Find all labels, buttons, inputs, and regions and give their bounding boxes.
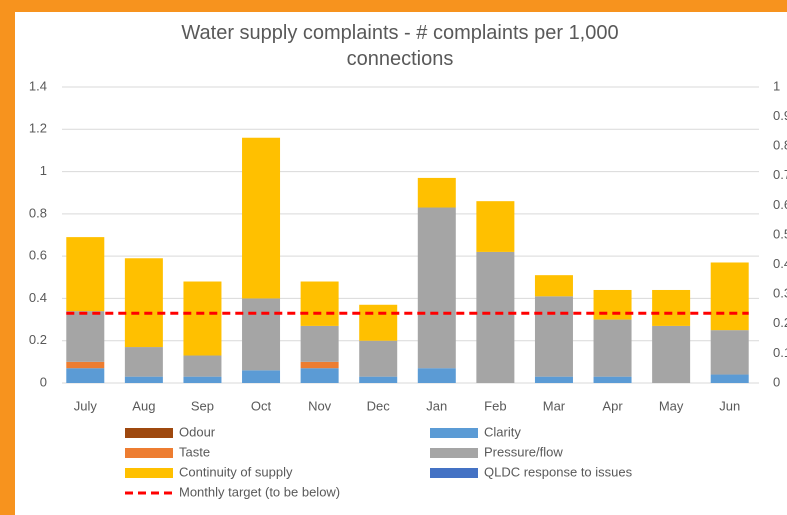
x-tick-label: Dec (367, 398, 391, 413)
bar-segment (593, 319, 632, 377)
legend-swatch (125, 428, 173, 438)
bar-segment (593, 289, 632, 320)
x-tick-label: Aug (132, 398, 155, 413)
bar-segment (359, 376, 398, 383)
bar-segment (66, 311, 105, 362)
legend-label: Taste (179, 444, 210, 459)
bar-segment (183, 355, 222, 377)
x-tick-label: Apr (602, 398, 623, 413)
bar-segment (242, 298, 281, 371)
bar-segment (652, 289, 691, 326)
y-tick-label: 0.8 (29, 205, 47, 220)
bar-segment (300, 368, 339, 383)
y-tick-label: 1.2 (29, 121, 47, 136)
y2-tick-label: 0.7 (773, 167, 787, 182)
bar-segment (66, 361, 105, 369)
bar-segment (300, 281, 339, 326)
bar-segment (242, 137, 281, 299)
y-tick-label: 0.2 (29, 332, 47, 347)
bar-segment (124, 258, 163, 348)
bar-segment (66, 237, 105, 312)
bar-segment (417, 177, 456, 208)
legend-label: QLDC response to issues (484, 464, 633, 479)
bar-segment (593, 376, 632, 383)
x-tick-label: July (74, 398, 98, 413)
legend-swatch (430, 448, 478, 458)
y2-tick-label: 0.6 (773, 197, 787, 212)
y2-tick-label: 0.4 (773, 256, 787, 271)
y-tick-label: 1 (40, 163, 47, 178)
legend-swatch (125, 448, 173, 458)
x-tick-label: May (659, 398, 684, 413)
bar-segment (534, 376, 573, 383)
bar-segment (710, 374, 749, 383)
bar-segment (476, 201, 515, 252)
y-tick-label: 0 (40, 374, 47, 389)
bar-segment (300, 325, 339, 362)
bar-segment (183, 376, 222, 383)
bar-segment (417, 368, 456, 383)
x-tick-label: Jun (719, 398, 740, 413)
y-tick-label: 0.4 (29, 290, 47, 305)
legend-swatch (430, 468, 478, 478)
bar-segment (66, 368, 105, 383)
bar-segment (183, 281, 222, 356)
bar-segment (476, 251, 515, 383)
bar-segment (359, 340, 398, 377)
y2-tick-label: 0.1 (773, 345, 787, 360)
y2-tick-label: 1 (773, 78, 780, 93)
bar-segment (124, 347, 163, 377)
legend-swatch (125, 468, 173, 478)
bar-segment (534, 275, 573, 297)
legend-label: Pressure/flow (484, 444, 563, 459)
bar-segment (359, 304, 398, 341)
bar-segment (417, 207, 456, 369)
x-tick-label: Feb (484, 398, 506, 413)
legend-label: Monthly target (to be below) (179, 484, 340, 499)
x-tick-label: Nov (308, 398, 332, 413)
chart-title: Water supply complaints - # complaints p… (181, 22, 619, 70)
x-tick-label: Jan (426, 398, 447, 413)
y-tick-label: 1.4 (29, 78, 47, 93)
y-tick-label: 0.6 (29, 248, 47, 263)
y2-tick-label: 0 (773, 374, 780, 389)
y2-tick-label: 0.8 (773, 138, 787, 153)
x-tick-label: Mar (543, 398, 566, 413)
bar-segment (534, 296, 573, 377)
bar-segment (652, 325, 691, 383)
legend-label: Clarity (484, 424, 521, 439)
x-tick-label: Sep (191, 398, 214, 413)
y2-tick-label: 0.9 (773, 108, 787, 123)
bar-segment (710, 262, 749, 331)
bar-segment (300, 361, 339, 369)
y2-tick-label: 0.3 (773, 286, 787, 301)
bar-segment (710, 330, 749, 375)
x-tick-label: Oct (251, 398, 272, 413)
y2-tick-label: 0.2 (773, 315, 787, 330)
y2-tick-label: 0.5 (773, 226, 787, 241)
legend-label: Continuity of supply (179, 464, 293, 479)
legend-label: Odour (179, 424, 216, 439)
legend-swatch (430, 428, 478, 438)
bar-segment (124, 376, 163, 383)
bar-segment (242, 370, 281, 383)
